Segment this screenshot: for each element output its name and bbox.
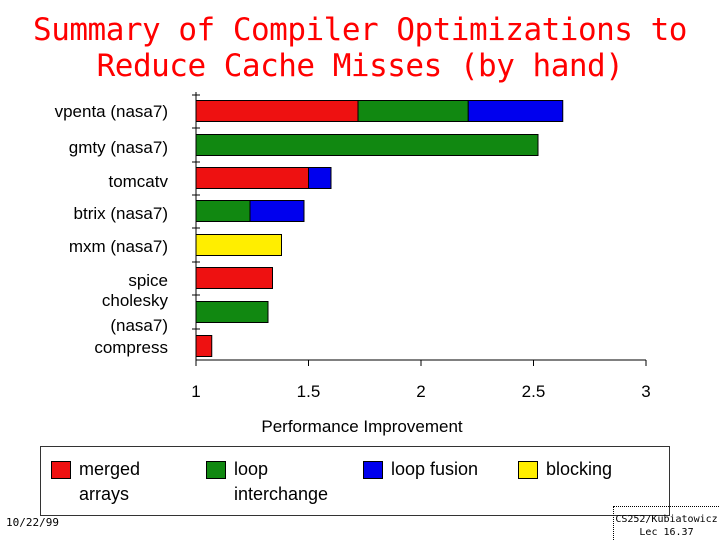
footer-course: CS252/Kubiatowicz <box>614 513 719 526</box>
legend-swatch-loop-fusion <box>363 461 383 479</box>
bar-mxm-nasa7-blocking <box>196 235 282 256</box>
bar-compress-merged-arrays <box>196 336 212 357</box>
category-label-mxm-nasa7: mxm (nasa7) <box>69 237 168 256</box>
bar-cholesky-nasa7-loop-interchange <box>196 302 268 323</box>
bar-gmty-nasa7-loop-interchange <box>196 135 538 156</box>
footer-date: 10/22/99 <box>6 516 59 529</box>
category-label-gmty-nasa7: gmty (nasa7) <box>69 138 168 157</box>
legend-label-loop-fusion: loop fusion <box>391 457 531 482</box>
bar-tomcatv-loop-fusion <box>309 168 332 189</box>
bar-vpenta-nasa7-merged-arrays <box>196 101 358 122</box>
x-axis-label: Performance Improvement <box>261 417 463 436</box>
x-tick-label-2-5: 2.5 <box>522 382 546 401</box>
legend-label-blocking: blocking <box>546 457 686 482</box>
bar-btrix-nasa7-loop-interchange <box>196 201 250 222</box>
bar-chart: 1 1.5 2 2.5 3 Performance Improvement vpenta (… <box>0 0 720 445</box>
x-tick-label-1: 1 <box>191 382 200 401</box>
x-tick-label-2: 2 <box>416 382 425 401</box>
chart-legend: merged arrays loop interchange loop fusi… <box>40 446 670 516</box>
category-label-tomcatv: tomcatv <box>108 172 168 191</box>
category-label-vpenta-nasa7: vpenta (nasa7) <box>55 102 168 121</box>
legend-label-merged-arrays: merged arrays <box>79 457 219 507</box>
legend-swatch-merged-arrays <box>51 461 71 479</box>
legend-label-loop-interchange: loop interchange <box>234 457 374 507</box>
footer-course-box: CS252/Kubiatowicz Lec 16.37 <box>613 506 719 540</box>
bar-spice-merged-arrays <box>196 268 273 289</box>
category-label-cholesky-nasa7-line-1: cholesky <box>102 291 169 310</box>
category-label-cholesky-nasa7-line-2: (nasa7) <box>110 316 168 335</box>
category-label-compress: compress <box>94 338 168 357</box>
x-tick-label-1-5: 1.5 <box>297 382 321 401</box>
x-tick-label-3: 3 <box>641 382 650 401</box>
bar-tomcatv-merged-arrays <box>196 168 309 189</box>
footer-lecture: Lec 16.37 <box>614 526 719 539</box>
category-label-spice: spice <box>128 271 168 290</box>
bar-btrix-nasa7-loop-fusion <box>250 201 304 222</box>
bar-vpenta-nasa7-loop-interchange <box>358 101 468 122</box>
legend-swatch-blocking <box>518 461 538 479</box>
bar-vpenta-nasa7-loop-fusion <box>468 101 563 122</box>
category-label-btrix-nasa7: btrix (nasa7) <box>74 204 168 223</box>
legend-swatch-loop-interchange <box>206 461 226 479</box>
